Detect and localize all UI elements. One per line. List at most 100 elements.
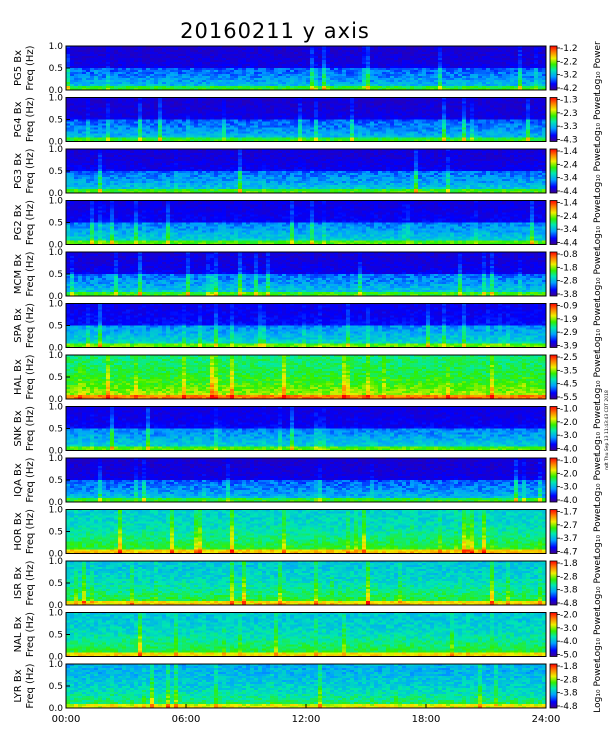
colorbar-tick-label: -4.2 bbox=[560, 84, 578, 94]
freq-tick-label: 0.5 bbox=[49, 322, 63, 332]
panel-station-label: SNK Bx bbox=[13, 410, 24, 446]
colorbar-tick-label: -1.4 bbox=[560, 199, 578, 209]
colorbar-tick-label: -3.0 bbox=[560, 431, 578, 441]
x-tick-label: 24:00 bbox=[532, 714, 561, 725]
spectrogram-cells bbox=[66, 355, 546, 399]
freq-tick-label: 0.5 bbox=[49, 219, 63, 229]
colorbar-tick-label: -2.9 bbox=[560, 328, 578, 338]
freq-tick-label: 0.5 bbox=[49, 167, 63, 177]
colorbar bbox=[550, 46, 557, 90]
panel-station-label: IQA Bx bbox=[13, 463, 24, 497]
colorbar bbox=[550, 201, 557, 245]
colorbar-tick-label: -1.7 bbox=[560, 508, 578, 518]
colorbar-label: Log₁₀ Power bbox=[593, 299, 603, 353]
freq-tick-label: 0.5 bbox=[49, 631, 63, 641]
colorbar-tick-label: -4.8 bbox=[560, 702, 578, 712]
colorbar-tick-label: -4.0 bbox=[560, 445, 578, 455]
panel-freq-label: Freq (Hz) bbox=[25, 663, 36, 708]
freq-tick-label: 0.0 bbox=[49, 704, 64, 714]
colorbar-tick-label: -4.7 bbox=[560, 548, 578, 558]
panel-freq-label: Freq (Hz) bbox=[25, 148, 36, 193]
colorbar-tick-label: -3.5 bbox=[560, 366, 578, 376]
colorbar-tick-label: -1.8 bbox=[560, 662, 578, 672]
freq-tick-label: 1.0 bbox=[49, 197, 64, 207]
colorbar bbox=[550, 149, 557, 193]
x-tick-label: 06:00 bbox=[172, 714, 201, 725]
colorbar-tick-label: -3.2 bbox=[560, 71, 578, 81]
panel-freq-label: Freq (Hz) bbox=[25, 354, 36, 399]
freq-tick-label: 1.0 bbox=[49, 609, 64, 619]
colorbar-tick-label: -3.8 bbox=[560, 290, 578, 300]
freq-tick-label: 1.0 bbox=[49, 454, 64, 464]
panel-freq-label: Freq (Hz) bbox=[25, 457, 36, 502]
freq-tick-label: 1.0 bbox=[49, 248, 64, 258]
colorbar-label: Log₁₀ Power bbox=[593, 350, 603, 404]
colorbar-tick-label: -2.0 bbox=[560, 611, 578, 621]
colorbar-tick-label: -2.4 bbox=[560, 212, 578, 222]
colorbar bbox=[550, 252, 557, 296]
side-note: ndt Thu Sep 13 11:43:43 CDT 2018 bbox=[604, 390, 610, 470]
colorbar-tick-label: -3.9 bbox=[560, 342, 578, 352]
freq-tick-label: 1.0 bbox=[49, 403, 64, 413]
colorbar-tick-label: -2.8 bbox=[560, 277, 578, 287]
spectrogram-cells bbox=[66, 458, 546, 502]
colorbar-tick-label: -1.0 bbox=[560, 456, 578, 466]
colorbar-tick-label: -1.8 bbox=[560, 559, 578, 569]
spectrogram-cells bbox=[66, 664, 546, 708]
colorbar-label: Log₁₀ Power bbox=[593, 659, 603, 713]
colorbar bbox=[550, 98, 557, 142]
colorbar-tick-label: -4.4 bbox=[560, 239, 578, 249]
colorbar-tick-label: -1.3 bbox=[560, 96, 578, 106]
x-tick-label: 18:00 bbox=[412, 714, 441, 725]
freq-tick-label: 1.0 bbox=[49, 506, 64, 516]
colorbar-label: Log₁₀ Power bbox=[593, 453, 603, 507]
freq-tick-label: 0.5 bbox=[49, 476, 63, 486]
colorbar-tick-label: -3.8 bbox=[560, 586, 578, 596]
colorbar-tick-label: -1.0 bbox=[560, 405, 578, 415]
panel-freq-label: Freq (Hz) bbox=[25, 303, 36, 348]
colorbar bbox=[550, 664, 557, 708]
spectrogram-cells bbox=[66, 304, 546, 348]
colorbar-tick-label: -3.0 bbox=[560, 624, 578, 634]
freq-tick-label: 1.0 bbox=[49, 145, 64, 155]
colorbar-tick-label: -2.0 bbox=[560, 469, 578, 479]
colorbar-tick-label: -0.9 bbox=[560, 302, 578, 312]
freq-tick-label: 0.5 bbox=[49, 373, 63, 383]
colorbar-tick-label: -4.3 bbox=[560, 136, 578, 146]
spectrogram-cells bbox=[66, 201, 546, 245]
panel-freq-label: Freq (Hz) bbox=[25, 406, 36, 451]
colorbar-label: Log₁₀ Power bbox=[593, 556, 603, 610]
colorbar-tick-label: -5.5 bbox=[560, 393, 578, 403]
panel-station-label: PG4 Bx bbox=[13, 101, 24, 137]
panel-freq-label: Freq (Hz) bbox=[25, 200, 36, 245]
colorbar-label: Log₁₀ Power bbox=[593, 247, 603, 301]
panel-station-label: MCM Bx bbox=[13, 254, 24, 294]
colorbar-tick-label: -0.8 bbox=[560, 250, 578, 260]
freq-tick-label: 0.5 bbox=[49, 270, 63, 280]
x-tick-label: 12:00 bbox=[292, 714, 321, 725]
colorbar-label: Log₁₀ Power bbox=[593, 144, 603, 198]
colorbar-tick-label: -1.8 bbox=[560, 263, 578, 273]
colorbar-tick-label: -2.8 bbox=[560, 675, 578, 685]
colorbar-tick-label: -3.7 bbox=[560, 534, 578, 544]
freq-tick-label: 1.0 bbox=[49, 557, 64, 567]
freq-tick-label: 1.0 bbox=[49, 94, 64, 104]
colorbar-tick-label: -4.0 bbox=[560, 637, 578, 647]
panel-station-label: PG2 Bx bbox=[13, 204, 24, 240]
panel-freq-label: Freq (Hz) bbox=[25, 509, 36, 554]
freq-tick-label: 0.5 bbox=[49, 64, 63, 74]
colorbar bbox=[550, 458, 557, 502]
panel-freq-label: Freq (Hz) bbox=[25, 45, 36, 90]
spectrogram-cells bbox=[66, 149, 546, 193]
colorbar-tick-label: -1.9 bbox=[560, 315, 578, 325]
